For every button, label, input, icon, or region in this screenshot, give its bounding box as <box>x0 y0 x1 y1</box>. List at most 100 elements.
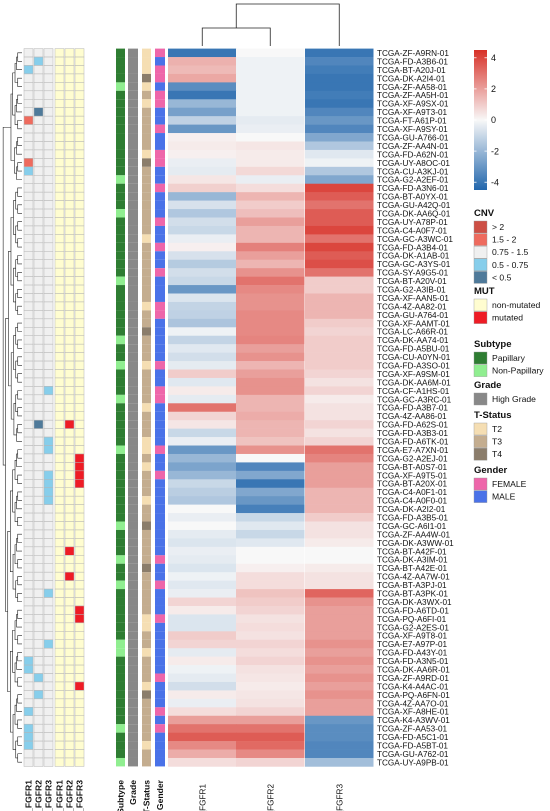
heatmap-cell <box>236 403 305 413</box>
annotation-cell <box>54 82 65 92</box>
heatmap-cell <box>168 403 237 413</box>
heatmap-cell <box>305 757 374 767</box>
annotation-cell <box>43 462 54 472</box>
heatmap-cell <box>236 538 305 548</box>
sample-label: TCGA-XF-A9T8-01 <box>377 632 448 641</box>
heatmap-cell <box>236 622 305 632</box>
annotation-cell <box>155 259 165 269</box>
annotation-cell <box>33 538 44 548</box>
annotation-cell <box>155 65 165 74</box>
annotation-cell <box>33 208 44 218</box>
annotation-cell <box>155 538 165 547</box>
sample-label: TCGA-C4-A0F7-01 <box>377 226 448 235</box>
heatmap-cell <box>168 394 237 404</box>
heatmap-cell <box>305 361 374 370</box>
annotation-cell <box>142 420 151 429</box>
sample-label: TCGA-UY-A9PB-01 <box>377 758 449 767</box>
annotation-cell <box>64 386 75 396</box>
annotation-cell <box>33 56 44 66</box>
annotation-cell <box>64 715 75 725</box>
heatmap-cell <box>305 209 374 218</box>
annotation-cell <box>128 597 138 606</box>
sample-label: TCGA-C4-A0F0-01 <box>377 497 448 506</box>
column-dendrogram-branches <box>201 3 340 46</box>
annotation-cell <box>128 90 138 100</box>
heatmap-cell <box>168 453 237 463</box>
annotation-cell <box>43 647 54 657</box>
annotation-cell <box>23 631 34 640</box>
annotation-cell <box>33 546 44 556</box>
annotation-cell <box>33 386 44 396</box>
heatmap-cell <box>236 276 305 286</box>
annotation-cell <box>43 495 54 505</box>
annotation-cell <box>116 437 125 446</box>
annotation-cell <box>23 732 34 742</box>
sample-label: TCGA-FD-A3SO-01 <box>377 361 450 370</box>
annotation-cell <box>33 48 44 58</box>
annotation-cell <box>142 116 151 125</box>
annotation-cell <box>116 192 125 201</box>
annotation-cell <box>54 479 65 488</box>
annotation-cell <box>116 639 125 649</box>
annotation-cell <box>116 403 125 412</box>
annotation-cell <box>23 681 34 691</box>
annotation-cell <box>142 293 151 302</box>
heatmap-cell <box>168 116 237 125</box>
annotation-cell <box>142 327 151 336</box>
annotation-cell <box>116 251 125 260</box>
heatmap-cell <box>305 546 374 556</box>
heatmap-cell <box>168 107 237 117</box>
annotation-cell <box>128 394 138 404</box>
annotation-cell <box>43 487 54 497</box>
annotation-cell <box>116 614 125 623</box>
annotation-cell <box>54 681 65 691</box>
annotation-cell <box>74 394 85 404</box>
annotation-cell <box>155 470 165 480</box>
annotation-cell <box>54 512 65 522</box>
heatmap-cell <box>168 285 237 294</box>
sample-label: TCGA-BT-A3PK-01 <box>377 590 448 599</box>
annotation-cell <box>23 386 34 396</box>
heatmap-cell <box>305 614 374 624</box>
annotation-cell <box>33 327 44 336</box>
annotation-cell <box>74 732 85 742</box>
annotation-cell <box>54 571 65 581</box>
sample-label: TCGA-GC-A3YS-01 <box>377 260 451 269</box>
heatmap-cell <box>168 462 237 472</box>
annotation-cell <box>23 318 34 328</box>
annotation-cell <box>142 124 151 134</box>
heatmap-cell <box>305 513 374 522</box>
annotation-cell <box>23 48 34 58</box>
annotation-cell <box>64 580 75 590</box>
legend-label: 1.5 - 2 <box>492 235 517 245</box>
annotation-cell <box>128 589 138 598</box>
annotation-cell <box>54 394 65 404</box>
annotation-cell <box>43 369 54 379</box>
annotation-cell <box>54 242 65 252</box>
row-dendrogram <box>2 52 22 763</box>
annotation-cell <box>128 411 138 421</box>
annotation-cell <box>43 115 54 125</box>
annotation-cell <box>33 403 44 412</box>
sample-label: TCGA-G2-A3IB-01 <box>377 285 446 294</box>
annotation-cell <box>128 707 138 716</box>
legend-label: Non-Papillary <box>492 366 544 376</box>
heatmap-cell <box>168 166 237 176</box>
annotation-cell <box>74 757 85 767</box>
heatmap-cell <box>168 225 237 235</box>
heatmap-cell <box>305 116 374 125</box>
annotation-cell <box>128 99 138 108</box>
annotation-cell <box>74 327 85 336</box>
legend-title: T-Status <box>474 410 511 421</box>
annotation-cell <box>128 361 138 370</box>
heatmap-cell <box>168 234 237 244</box>
heatmap-cell <box>305 462 374 472</box>
annotation-cell <box>54 580 65 590</box>
annotation-cell <box>54 622 65 632</box>
annotation-cell <box>128 665 138 674</box>
heatmap-cell <box>236 149 305 159</box>
annotation-track-label: T-Status <box>142 780 152 811</box>
sample-label: TCGA-E7-A97P-01 <box>377 640 448 649</box>
annotation-cell <box>23 605 34 615</box>
annotation-cell <box>128 757 138 767</box>
